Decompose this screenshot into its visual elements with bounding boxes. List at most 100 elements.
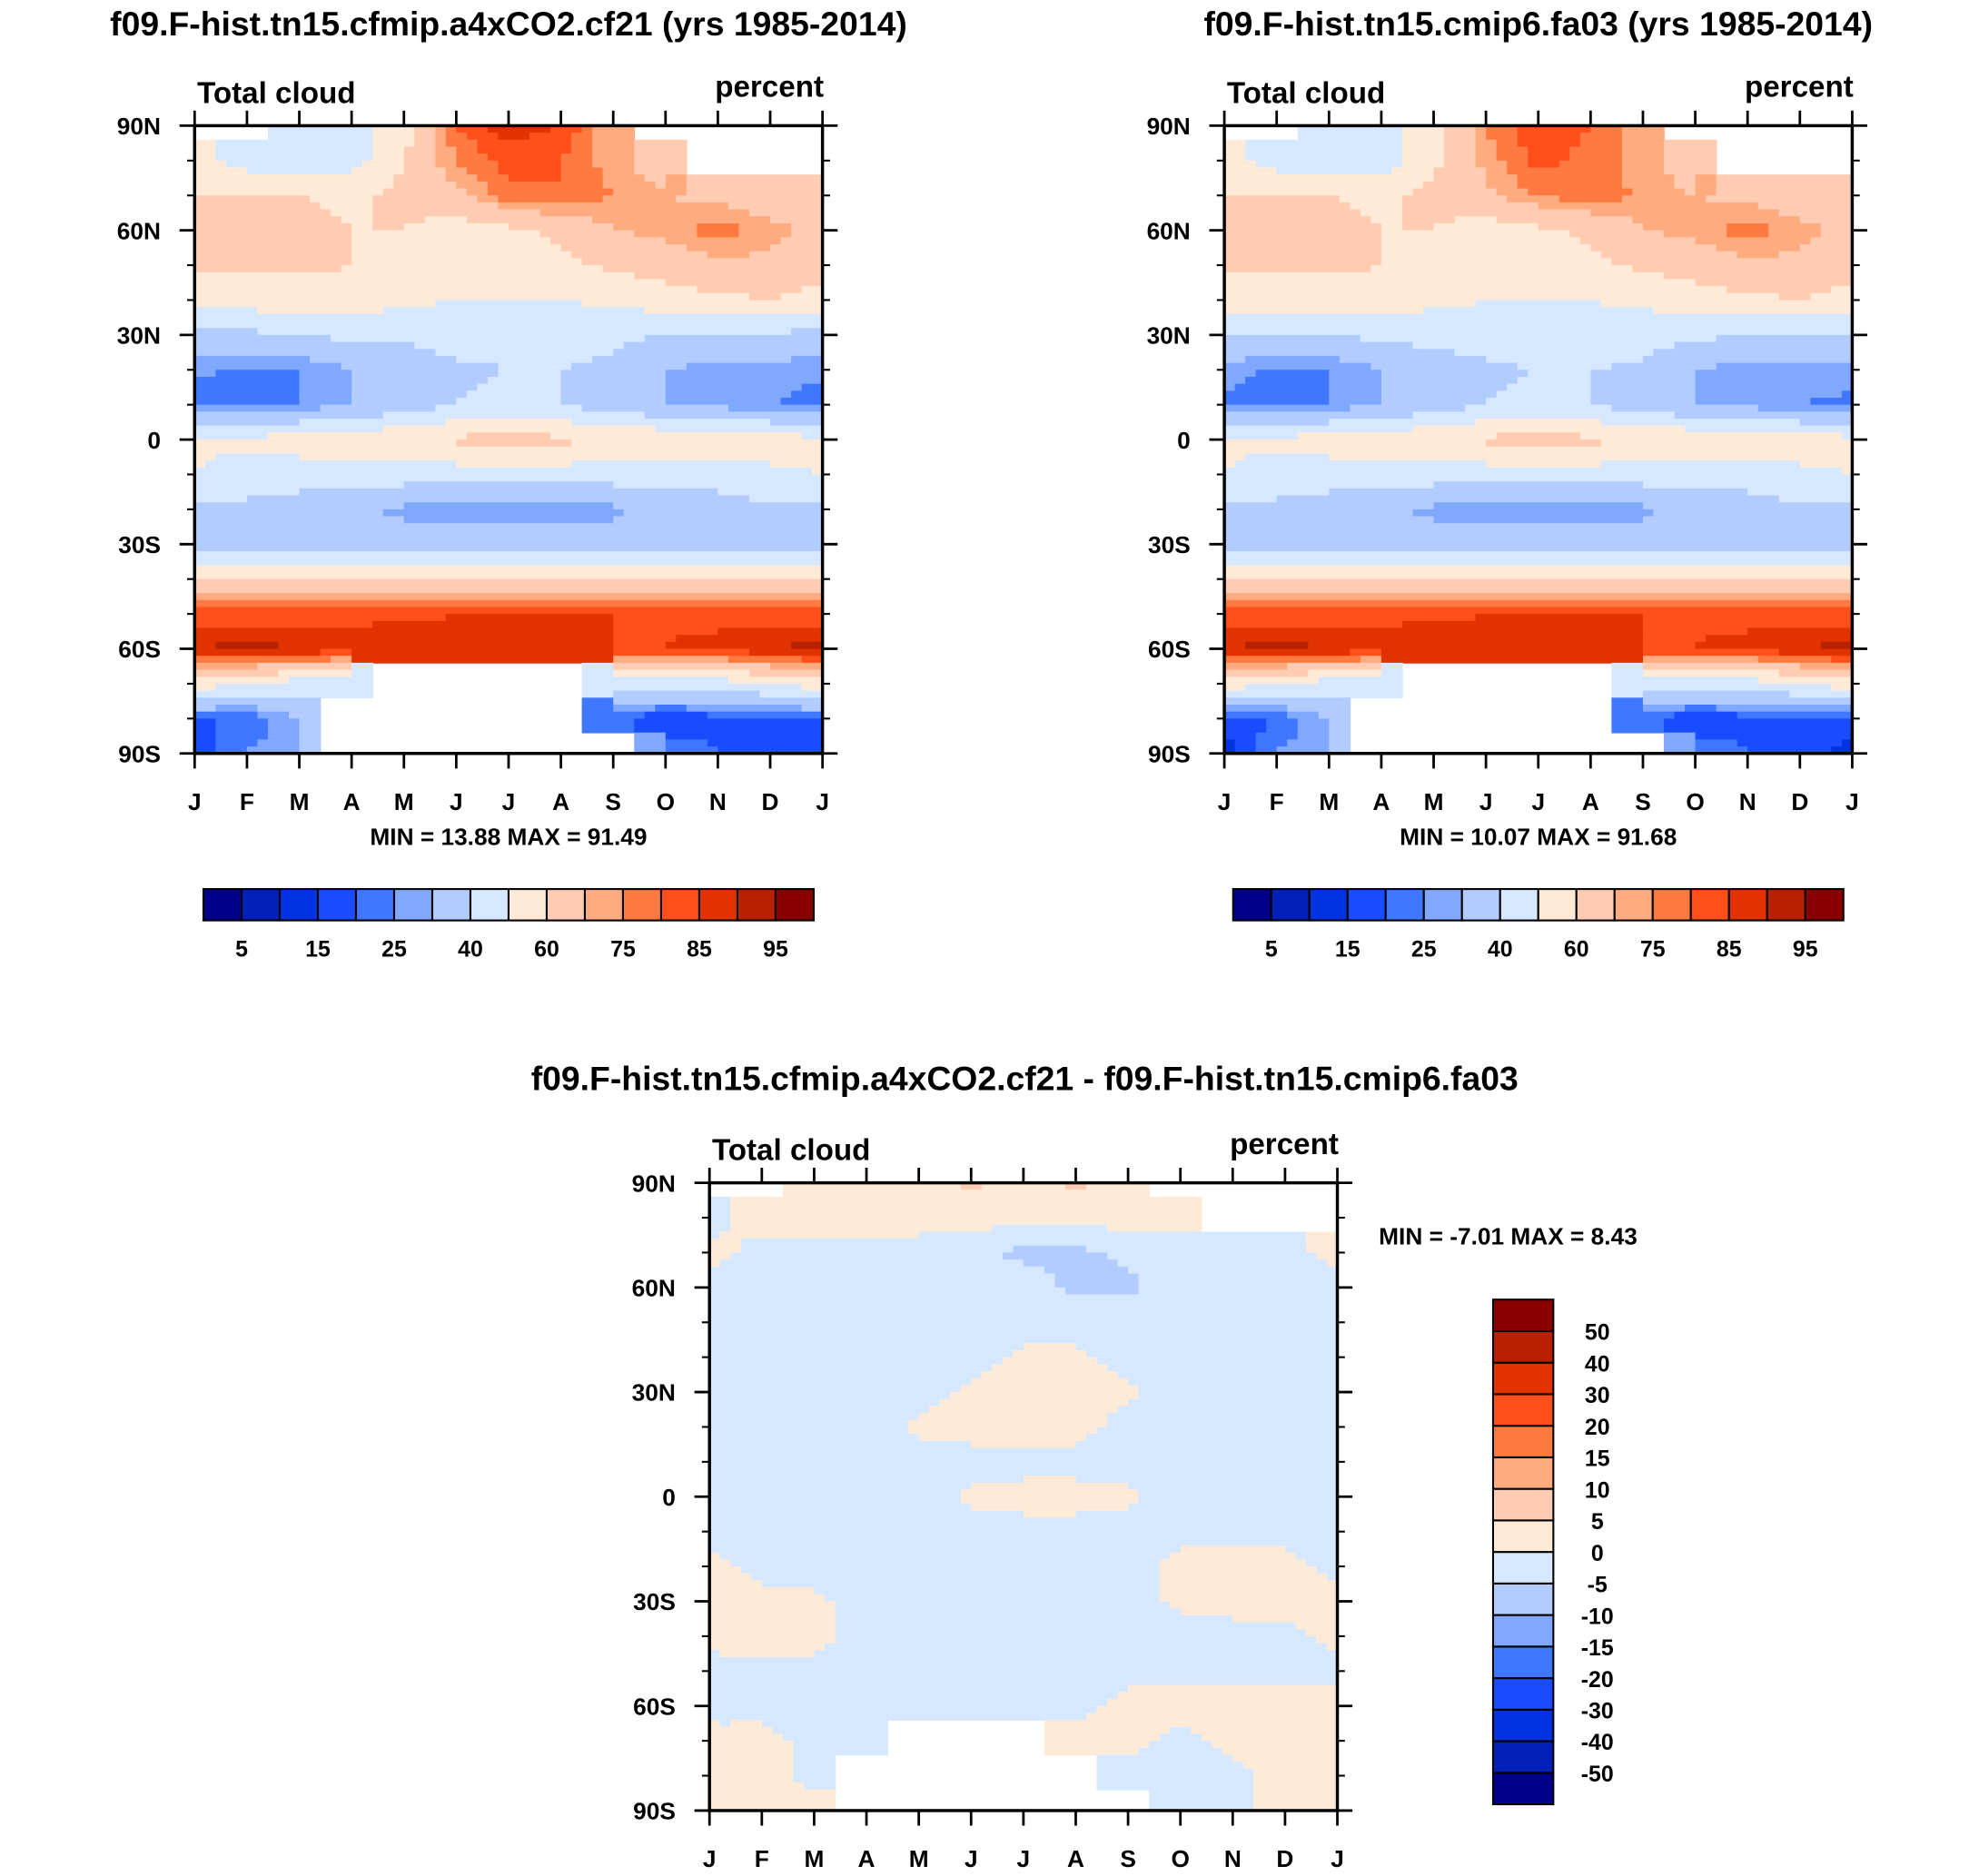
contour-cell xyxy=(1695,746,1749,755)
contour-cell xyxy=(1224,529,1854,538)
contour-cell xyxy=(1224,508,1414,518)
contour-cell xyxy=(331,209,374,218)
contour-cell xyxy=(1810,237,1854,245)
contour-cell xyxy=(709,1364,994,1372)
contour-cell xyxy=(1799,662,1854,671)
contour-cell xyxy=(1653,307,1854,315)
contour-cell xyxy=(1224,593,1854,601)
contour-cell xyxy=(1329,419,1477,427)
contour-cell xyxy=(1224,662,1289,671)
contour-cell xyxy=(686,174,824,183)
contour-cell xyxy=(1159,1587,1339,1595)
contour-cell xyxy=(1611,704,1644,713)
contour-cell xyxy=(257,328,792,336)
colorbar-swatch xyxy=(1491,1456,1555,1490)
panel3-minmax: MIN = -7.01 MAX = 8.43 xyxy=(1379,1222,1638,1249)
contour-cell xyxy=(727,676,824,685)
contour-cell xyxy=(1295,1552,1339,1561)
contour-cell xyxy=(1496,432,1581,440)
contour-cell xyxy=(686,704,803,713)
contour-cell xyxy=(560,174,604,183)
contour-cell xyxy=(1778,495,1854,504)
contour-cell xyxy=(1695,732,1854,741)
contour-cell xyxy=(351,648,615,657)
contour-cell xyxy=(278,641,615,650)
contour-cell xyxy=(194,300,437,308)
contour-cell xyxy=(1075,1343,1339,1351)
contour-cell xyxy=(1085,1245,1307,1254)
contour-cell xyxy=(194,586,824,594)
contour-cell xyxy=(1224,516,1435,525)
contour-cell xyxy=(1339,355,1487,364)
colorbar-label: 40 xyxy=(458,937,483,963)
contour-cell xyxy=(1642,222,1727,232)
contour-cell xyxy=(592,139,636,148)
contour-cell xyxy=(403,153,437,162)
contour-cell xyxy=(1778,669,1854,678)
contour-cell xyxy=(1475,300,1602,308)
contour-cell xyxy=(1841,390,1854,399)
contour-cell xyxy=(194,188,384,197)
panel1-title: f09.F-hist.tn15.cfmip.a4xCO2.cf21 (yrs 1… xyxy=(110,5,907,43)
contour-cell xyxy=(1496,188,1529,197)
contour-cell xyxy=(1128,1266,1339,1275)
contour-cell xyxy=(709,1224,732,1233)
colorbar-swatch xyxy=(1308,888,1349,922)
contour-cell xyxy=(772,1726,888,1735)
contour-cell xyxy=(676,195,824,203)
contour-cell xyxy=(709,1677,1339,1686)
y-tick-label: 30N xyxy=(632,1379,676,1407)
contour-cell xyxy=(194,572,824,580)
contour-cell xyxy=(709,1622,836,1631)
contour-cell xyxy=(1778,648,1854,657)
contour-cell xyxy=(709,1273,1056,1281)
contour-cell xyxy=(613,662,771,671)
contour-cell xyxy=(445,133,468,141)
contour-cell xyxy=(1329,376,1382,385)
contour-cell xyxy=(194,550,824,559)
contour-cell xyxy=(1664,139,1717,148)
contour-cell xyxy=(351,390,468,399)
colorbar-swatch xyxy=(1491,1393,1555,1427)
contour-cell xyxy=(1569,146,1623,154)
x-tick-label: D xyxy=(1791,788,1808,815)
contour-cell xyxy=(613,704,657,713)
contour-cell xyxy=(1138,1287,1339,1296)
colorbar-swatch xyxy=(1804,888,1845,922)
contour-cell xyxy=(1433,516,1644,525)
contour-cell xyxy=(824,1643,1328,1652)
contour-cell xyxy=(1695,397,1812,406)
colorbar-label: -50 xyxy=(1581,1762,1614,1787)
contour-cell xyxy=(1224,432,1299,440)
contour-cell xyxy=(560,376,667,385)
contour-cell xyxy=(709,1726,774,1735)
contour-cell xyxy=(709,1538,1339,1546)
contour-cell xyxy=(1768,230,1822,239)
contour-cell xyxy=(1096,1427,1339,1435)
contour-cell xyxy=(1841,739,1854,747)
contour-cell xyxy=(1149,1796,1255,1805)
contour-cell xyxy=(1054,1280,1140,1289)
contour-cell xyxy=(382,188,468,197)
contour-cell xyxy=(791,641,824,650)
contour-cell xyxy=(1224,446,1854,455)
contour-cell xyxy=(1736,711,1854,720)
contour-cell xyxy=(1245,453,1331,461)
contour-cell xyxy=(1224,222,1382,232)
contour-cell xyxy=(1064,1182,1087,1191)
contour-cell xyxy=(686,244,771,252)
y-tick-label: 90N xyxy=(1147,113,1191,140)
contour-cell xyxy=(1496,153,1529,162)
contour-cell xyxy=(709,1371,983,1379)
contour-cell xyxy=(1044,1720,1339,1728)
colorbar-label: -5 xyxy=(1588,1573,1608,1598)
contour-cell xyxy=(709,1741,795,1749)
contour-cell xyxy=(466,167,500,176)
x-tick-label: J xyxy=(703,1845,717,1872)
contour-cell xyxy=(299,453,824,461)
contour-cell xyxy=(372,209,541,218)
y-tick-label: 90S xyxy=(1148,740,1191,767)
contour-cell xyxy=(1507,167,1623,176)
colorbar-swatch xyxy=(430,888,472,922)
